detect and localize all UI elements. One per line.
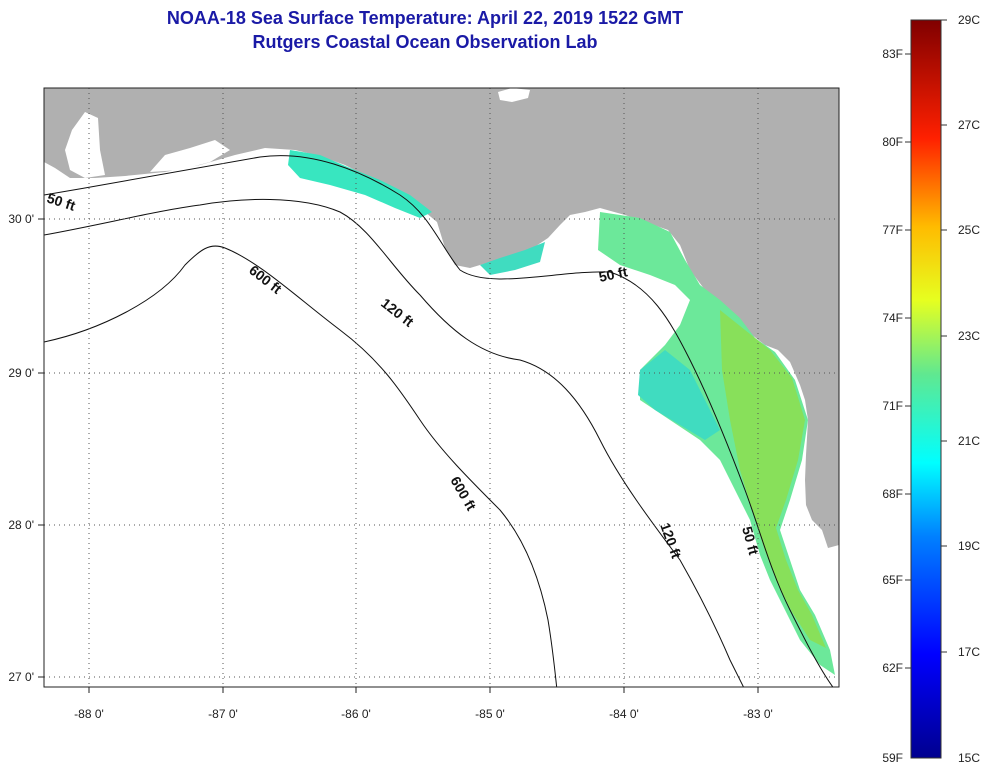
contour-120ft [44, 198, 745, 687]
sst-patch-cool [480, 242, 545, 275]
colorbar-f-label: 74F [882, 311, 903, 325]
depth-label: 50 ft [597, 263, 629, 285]
contour-50ft [44, 155, 834, 687]
colorbar-f-label: 62F [882, 661, 903, 675]
colorbar-f-label: 77F [882, 223, 903, 237]
lon-label: -84 0' [609, 707, 639, 721]
colorbar-f-label: 68F [882, 487, 903, 501]
colorbar-f-label: 80F [882, 135, 903, 149]
colorbar-c-label: 23C [958, 329, 980, 343]
colorbar-c-label: 17C [958, 645, 980, 659]
colorbar-c-label: 19C [958, 539, 980, 553]
contour-600ft [44, 245, 558, 687]
colorbar-f-label: 65F [882, 573, 903, 587]
lon-label: -87 0' [208, 707, 238, 721]
lat-label: 28 0' [8, 518, 34, 532]
lon-label: -86 0' [341, 707, 371, 721]
map-subtitle: Rutgers Coastal Ocean Observation Lab [252, 32, 598, 52]
lon-label: -88 0' [74, 707, 104, 721]
lat-label: 30 0' [8, 212, 34, 226]
depth-label: 50 ft [739, 525, 762, 557]
sst-patch-warm [720, 310, 826, 648]
lon-label: -83 0' [743, 707, 773, 721]
bay [150, 140, 230, 172]
sst-patch-cool [638, 350, 720, 440]
colorbar-c-label: 27C [958, 118, 980, 132]
colorbar-ticks [905, 19, 947, 669]
bay [498, 88, 530, 102]
lat-label: 27 0' [8, 670, 34, 684]
colorbar-f-label: 83F [882, 47, 903, 61]
colorbar-c-label: 29C [958, 13, 980, 27]
colorbar-f-label: 71F [882, 399, 903, 413]
map-title: NOAA-18 Sea Surface Temperature: April 2… [166, 8, 684, 28]
sst-patch-cool [288, 150, 432, 218]
bay [800, 520, 825, 560]
colorbar-c-label: 21C [958, 434, 980, 448]
lon-label: -85 0' [475, 707, 505, 721]
colorbar-c-label: 25C [958, 223, 980, 237]
colorbar-c-label: 15C [958, 751, 980, 765]
land-mass [44, 88, 839, 548]
colorbar [910, 19, 942, 759]
bay [65, 112, 105, 178]
lat-label: 29 0' [8, 366, 34, 380]
axis-ticks [38, 218, 759, 693]
colorbar-f-label: 59F [882, 751, 903, 765]
map-border [43, 87, 840, 688]
